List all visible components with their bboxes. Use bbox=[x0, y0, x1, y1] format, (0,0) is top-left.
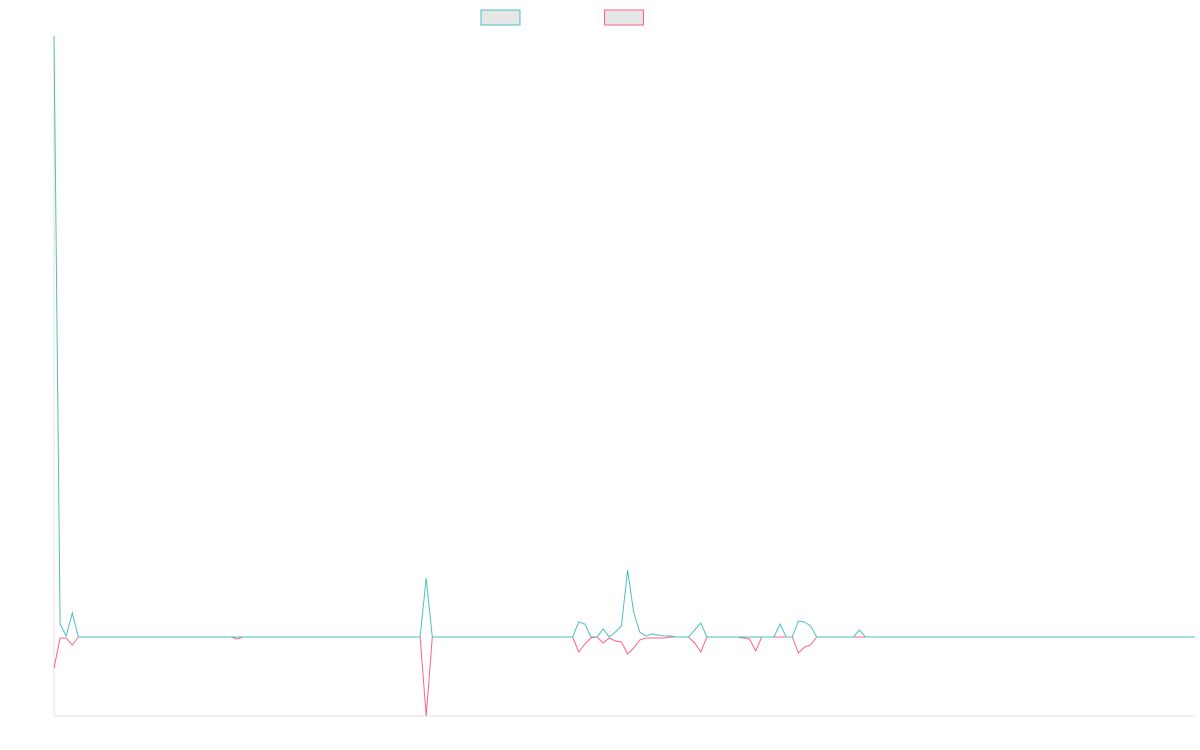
legend-swatch[interactable] bbox=[480, 9, 521, 26]
series-line bbox=[53, 636, 1195, 717]
series-line bbox=[53, 35, 1195, 638]
legend-swatch[interactable] bbox=[604, 9, 644, 26]
